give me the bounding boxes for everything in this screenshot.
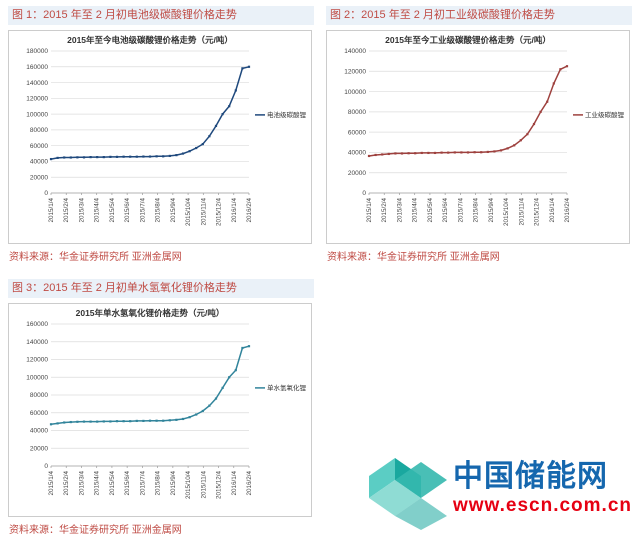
svg-text:140000: 140000 [26,80,48,87]
svg-text:80000: 80000 [30,393,48,400]
svg-text:2015/12/4: 2015/12/4 [534,198,541,227]
figure-3-chart-frame: 2015年单水氢氧化锂价格走势（元/吨） 0 20000 40000 60000 8000… [8,303,312,518]
svg-text:2015/11/4: 2015/11/4 [200,471,207,499]
svg-text:2016/2/4: 2016/2/4 [246,198,253,223]
escn-logo-mark-icon [368,458,447,531]
svg-text:2015/3/4: 2015/3/4 [396,198,403,223]
svg-text:工业级碳酸锂: 工业级碳酸锂 [585,110,625,119]
svg-text:120000: 120000 [26,96,48,103]
svg-text:2015/1/4: 2015/1/4 [366,198,373,223]
svg-text:2015/2/4: 2015/2/4 [63,198,70,223]
svg-text:2016/1/4: 2016/1/4 [549,198,556,223]
svg-text:80000: 80000 [348,109,366,116]
svg-text:2015/4/4: 2015/4/4 [94,198,101,223]
escn-logo: 中国储能网 www.escn.com.cn [361,444,632,532]
svg-text:2015/6/4: 2015/6/4 [124,471,131,496]
svg-text:160000: 160000 [26,64,48,71]
escn-logo-title: 中国储能网 [452,460,608,494]
svg-text:0: 0 [44,464,48,471]
svg-text:2015年至今工业级碳酸锂价格走势（元/吨）: 2015年至今工业级碳酸锂价格走势（元/吨） [385,35,551,45]
svg-text:2015/6/4: 2015/6/4 [124,198,131,223]
svg-text:2015/5/4: 2015/5/4 [109,471,116,496]
figure-3-source: 资料来源：华金证券研究所 亚洲金属网 [9,525,182,537]
figure-3-line-chart: 2015年单水氢氧化锂价格走势（元/吨） 0 20000 40000 60000 8000… [26,308,307,500]
svg-text:60000: 60000 [30,410,48,417]
svg-text:140000: 140000 [344,48,366,55]
svg-text:20000: 20000 [348,170,366,177]
svg-text:单水氢氧化锂: 单水氢氧化锂 [267,384,307,393]
svg-text:40000: 40000 [30,428,48,435]
figure-3-header: 图 3：2015 年至 2 月初单水氢氧化锂价格走势 [8,279,314,299]
svg-text:100000: 100000 [26,111,48,118]
svg-text:2015/4/4: 2015/4/4 [94,471,101,496]
svg-text:2015/3/4: 2015/3/4 [78,198,85,223]
figure-1-header: 图 1：2015 年至 2 月初电池级碳酸锂价格走势 [8,6,314,26]
svg-text:2015/11/4: 2015/11/4 [200,198,207,226]
svg-text:2015年至今电池级碳酸锂价格走势（元/吨）: 2015年至今电池级碳酸锂价格走势（元/吨） [67,35,233,45]
svg-text:2015/10/4: 2015/10/4 [185,471,192,500]
svg-text:100000: 100000 [344,89,366,96]
svg-text:2016/2/4: 2016/2/4 [564,198,571,223]
svg-text:20000: 20000 [30,175,48,182]
svg-text:0: 0 [362,190,366,197]
figure-2-line-chart: 2015年至今工业级碳酸锂价格走势（元/吨） 0 20000 40000 60000 80… [344,35,625,227]
svg-text:2015/11/4: 2015/11/4 [518,198,525,226]
figure-1-chart-frame: 2015年至今电池级碳酸锂价格走势（元/吨） 0 20000 40000 60000 80… [8,30,312,245]
svg-text:20000: 20000 [30,446,48,453]
svg-text:80000: 80000 [30,127,48,134]
svg-text:2015/3/4: 2015/3/4 [78,471,85,496]
svg-text:2015/10/4: 2015/10/4 [185,198,192,227]
figures-grid: 图 1：2015 年至 2 月初电池级碳酸锂价格走势 2015年至今电池级碳酸锂… [8,6,632,536]
svg-text:电池级碳酸锂: 电池级碳酸锂 [267,110,307,119]
figure-2-chart-frame: 2015年至今工业级碳酸锂价格走势（元/吨） 0 20000 40000 60000 80… [326,30,630,245]
svg-text:140000: 140000 [26,339,48,346]
svg-text:2015/5/4: 2015/5/4 [109,198,116,223]
figure-1: 图 1：2015 年至 2 月初电池级碳酸锂价格走势 2015年至今电池级碳酸锂… [8,6,314,263]
escn-logo-text: 中国储能网 www.escn.com.cn [453,460,632,516]
svg-text:2015/5/4: 2015/5/4 [427,198,434,223]
svg-text:2015/1/4: 2015/1/4 [48,198,55,223]
svg-text:2015/2/4: 2015/2/4 [381,198,388,223]
svg-text:2015/7/4: 2015/7/4 [457,198,464,223]
svg-text:180000: 180000 [26,48,48,55]
svg-text:0: 0 [44,190,48,197]
svg-text:2015/1/4: 2015/1/4 [48,471,55,496]
svg-text:2015/4/4: 2015/4/4 [412,198,419,223]
svg-text:2015/6/4: 2015/6/4 [442,198,449,223]
svg-text:2015/10/4: 2015/10/4 [503,198,510,227]
svg-text:2015年单水氢氧化锂价格走势（元/吨）: 2015年单水氢氧化锂价格走势（元/吨） [76,308,225,318]
figure-2-header: 图 2：2015 年至 2 月初工业级碳酸锂价格走势 [326,6,632,26]
svg-text:2015/12/4: 2015/12/4 [216,471,223,500]
svg-text:2015/8/4: 2015/8/4 [473,198,480,223]
escn-watermark: 中国储能网 www.escn.com.cn [326,279,632,536]
figure-3: 图 3：2015 年至 2 月初单水氢氧化锂价格走势 2015年单水氢氧化锂价格… [8,279,314,536]
svg-text:120000: 120000 [26,357,48,364]
figure-2: 图 2：2015 年至 2 月初工业级碳酸锂价格走势 2015年至今工业级碳酸锂… [326,6,632,263]
figure-1-line-chart: 2015年至今电池级碳酸锂价格走势（元/吨） 0 20000 40000 60000 80… [26,35,307,227]
svg-text:100000: 100000 [26,375,48,382]
escn-logo-url: www.escn.com.cn [452,494,632,516]
svg-text:160000: 160000 [26,322,48,329]
svg-text:2015/7/4: 2015/7/4 [139,471,146,496]
svg-text:2015/2/4: 2015/2/4 [63,471,70,496]
svg-text:2015/12/4: 2015/12/4 [216,198,223,227]
svg-text:40000: 40000 [348,150,366,157]
svg-text:2016/1/4: 2016/1/4 [231,471,238,496]
svg-text:40000: 40000 [30,159,48,166]
figure-1-source: 资料来源：华金证券研究所 亚洲金属网 [9,252,182,264]
svg-text:2016/1/4: 2016/1/4 [231,198,238,223]
svg-text:120000: 120000 [344,69,366,76]
svg-text:2015/9/4: 2015/9/4 [488,198,495,223]
svg-text:2015/8/4: 2015/8/4 [155,198,162,223]
svg-text:2015/9/4: 2015/9/4 [170,198,177,223]
svg-text:60000: 60000 [30,143,48,150]
figure-2-source: 资料来源：华金证券研究所 亚洲金属网 [327,252,500,264]
svg-text:2015/7/4: 2015/7/4 [139,198,146,223]
svg-text:2015/9/4: 2015/9/4 [170,471,177,496]
svg-text:60000: 60000 [348,130,366,137]
svg-text:2015/8/4: 2015/8/4 [155,471,162,496]
svg-text:2016/2/4: 2016/2/4 [246,471,253,496]
